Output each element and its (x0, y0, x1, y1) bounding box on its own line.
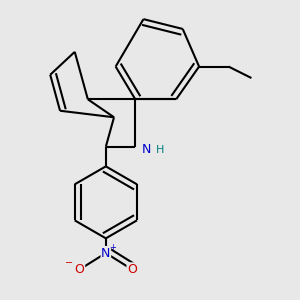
Text: N: N (101, 247, 110, 260)
Text: +: + (110, 243, 116, 252)
Text: N: N (142, 143, 152, 157)
Text: −: − (65, 258, 73, 268)
Text: H: H (156, 145, 164, 155)
Text: O: O (75, 263, 85, 276)
Text: O: O (127, 263, 137, 276)
